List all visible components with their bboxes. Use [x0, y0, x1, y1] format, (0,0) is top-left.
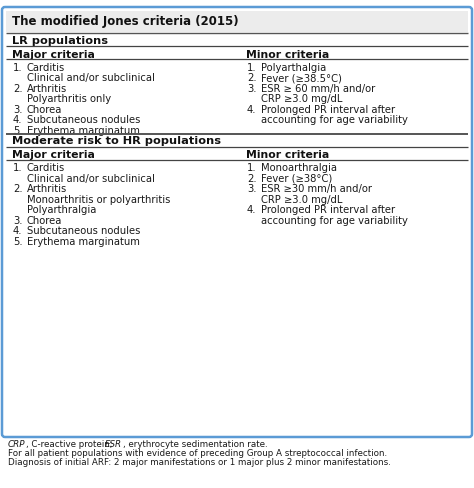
Text: ESR ≥30 mm/h and/or: ESR ≥30 mm/h and/or: [261, 184, 372, 194]
Text: 1.: 1.: [247, 163, 256, 173]
Text: Minor criteria: Minor criteria: [246, 150, 329, 160]
Text: 3.: 3.: [247, 84, 256, 94]
Text: , erythrocyte sedimentation rate.: , erythrocyte sedimentation rate.: [123, 439, 268, 448]
Text: CRP ≥3.0 mg/dL: CRP ≥3.0 mg/dL: [261, 195, 342, 204]
Text: CRP: CRP: [8, 439, 26, 448]
Text: Arthritis: Arthritis: [27, 84, 67, 94]
Text: , C-reactive protein;: , C-reactive protein;: [26, 439, 118, 448]
Text: Major criteria: Major criteria: [12, 150, 95, 160]
Text: ESR ≥ 60 mm/h and/or: ESR ≥ 60 mm/h and/or: [261, 84, 375, 94]
Text: Prolonged PR interval after: Prolonged PR interval after: [261, 205, 395, 215]
Text: 3.: 3.: [13, 216, 22, 225]
Text: 4.: 4.: [13, 115, 22, 125]
Text: Carditis: Carditis: [27, 63, 65, 73]
Text: 2.: 2.: [247, 174, 256, 183]
Text: Carditis: Carditis: [27, 163, 65, 173]
Text: Moderate risk to HR populations: Moderate risk to HR populations: [12, 136, 221, 146]
Text: Polyarthralgia: Polyarthralgia: [27, 205, 96, 215]
Text: 1.: 1.: [13, 163, 23, 173]
Text: Clinical and/or subclinical: Clinical and/or subclinical: [27, 73, 155, 83]
Text: 2.: 2.: [13, 84, 23, 94]
Text: Chorea: Chorea: [27, 105, 63, 115]
Text: Major criteria: Major criteria: [12, 50, 95, 60]
Text: 5.: 5.: [13, 126, 23, 136]
Text: accounting for age variability: accounting for age variability: [261, 115, 408, 125]
Text: Subcutaneous nodules: Subcutaneous nodules: [27, 226, 140, 236]
Bar: [6, 12, 468, 33]
Text: LR populations: LR populations: [12, 36, 108, 46]
Text: Clinical and/or subclinical: Clinical and/or subclinical: [27, 174, 155, 183]
Text: The modified Jones criteria (2015): The modified Jones criteria (2015): [12, 15, 238, 28]
Text: ESR: ESR: [105, 439, 122, 448]
FancyBboxPatch shape: [2, 8, 472, 437]
Text: 4.: 4.: [13, 226, 22, 236]
Text: Monoarthritis or polyarthritis: Monoarthritis or polyarthritis: [27, 195, 170, 204]
Text: Polyarthritis only: Polyarthritis only: [27, 94, 111, 104]
Text: Polyarthalgia: Polyarthalgia: [261, 63, 326, 73]
Text: Monoarthralgia: Monoarthralgia: [261, 163, 337, 173]
Text: 5.: 5.: [13, 237, 23, 246]
Text: Chorea: Chorea: [27, 216, 63, 225]
Text: Erythema marginatum: Erythema marginatum: [27, 126, 140, 136]
Text: Fever (≥38.5°C): Fever (≥38.5°C): [261, 73, 342, 83]
Text: For all patient populations with evidence of preceding Group A streptococcal inf: For all patient populations with evidenc…: [8, 448, 387, 457]
Text: Arthritis: Arthritis: [27, 184, 67, 194]
Text: Erythema marginatum: Erythema marginatum: [27, 237, 140, 246]
Text: Fever (≥38°C): Fever (≥38°C): [261, 174, 332, 183]
Text: 1.: 1.: [13, 63, 23, 73]
Text: 4.: 4.: [247, 105, 256, 115]
Text: 2.: 2.: [13, 184, 23, 194]
Text: 1.: 1.: [247, 63, 256, 73]
Text: Prolonged PR interval after: Prolonged PR interval after: [261, 105, 395, 115]
Text: 4.: 4.: [247, 205, 256, 215]
Text: CRP ≥3.0 mg/dL: CRP ≥3.0 mg/dL: [261, 94, 342, 104]
Text: 2.: 2.: [247, 73, 256, 83]
Text: 3.: 3.: [13, 105, 22, 115]
Text: Diagnosis of initial ARF: 2 major manifestations or 1 major plus 2 minor manifes: Diagnosis of initial ARF: 2 major manife…: [8, 457, 391, 466]
Text: Minor criteria: Minor criteria: [246, 50, 329, 60]
Text: accounting for age variability: accounting for age variability: [261, 216, 408, 225]
Text: Subcutaneous nodules: Subcutaneous nodules: [27, 115, 140, 125]
Text: 3.: 3.: [247, 184, 256, 194]
